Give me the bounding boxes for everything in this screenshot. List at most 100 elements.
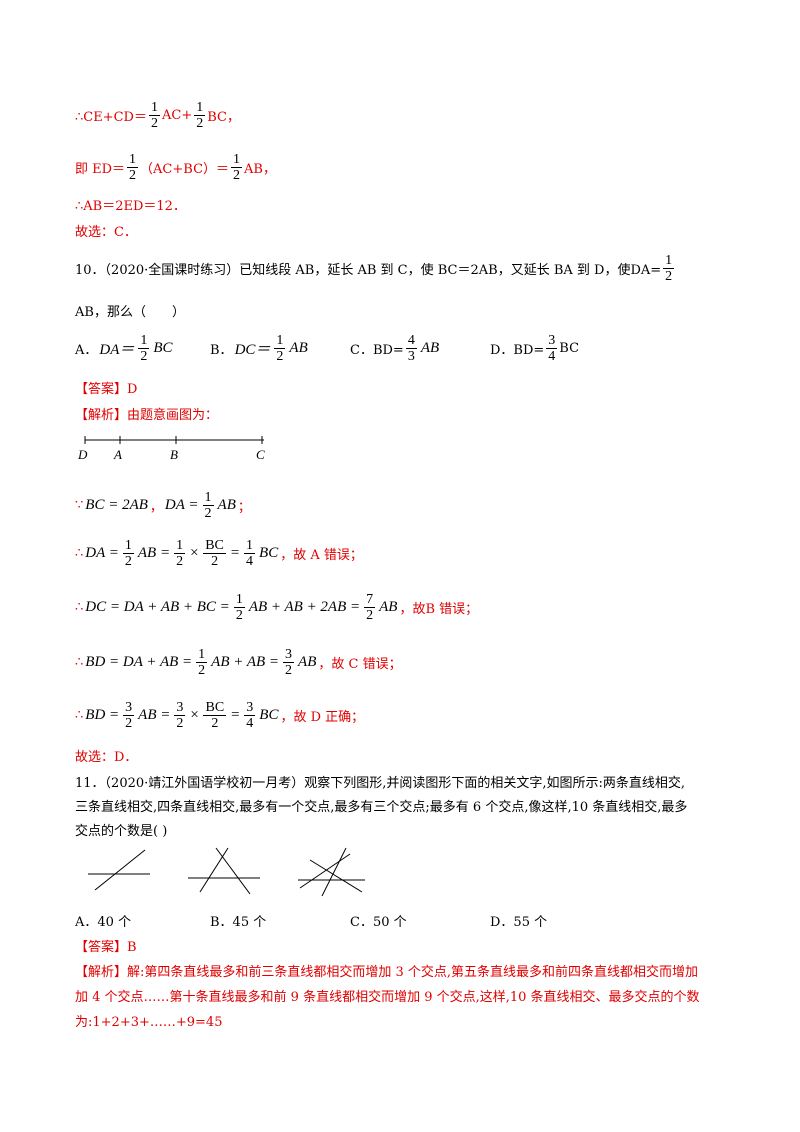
text-line: ∴ BD = DA + AB = 1 2 AB + AB = 3 2 AB ，故 C 错误； xyxy=(75,647,402,678)
math: DA = xyxy=(85,544,119,561)
math: BC xyxy=(259,544,279,561)
math: AB xyxy=(217,496,236,513)
text: 为:1+2+3+……+9=45 xyxy=(75,1014,223,1030)
denominator: 2 xyxy=(129,167,137,183)
fraction: BC 2 xyxy=(203,538,226,569)
denominator: 2 xyxy=(124,553,132,569)
denominator: 2 xyxy=(285,662,293,678)
text-line: 【答案】B xyxy=(75,933,137,957)
numerator: 1 xyxy=(244,537,256,554)
text-line: 即 ED＝ 1 2 （AC+BC）＝ 1 2 AB， xyxy=(75,151,276,183)
math: BC xyxy=(259,706,279,723)
text: AC+ xyxy=(161,107,193,123)
denominator: 2 xyxy=(176,553,184,569)
text-line: 加 4 个交点……第十条直线最多和前 9 条直线都相交而增加 9 个交点,这样,… xyxy=(75,983,700,1007)
text: 【解析】由题意画图为： xyxy=(75,407,219,423)
math: AB xyxy=(289,339,308,356)
text: ，故 A 错误； xyxy=(280,547,363,563)
point-label: A xyxy=(114,447,122,462)
math: BD = xyxy=(85,706,120,723)
numerator: 1 xyxy=(148,99,160,116)
text: ， xyxy=(149,499,163,515)
math: DA = xyxy=(164,496,199,513)
denominator: 2 xyxy=(211,553,219,569)
denominator: 2 xyxy=(198,662,206,678)
numerator: BC xyxy=(203,537,226,554)
numerator: 1 xyxy=(194,99,206,116)
option: C．50 个 xyxy=(350,904,407,936)
math: = xyxy=(230,706,241,723)
numerator: 1 xyxy=(122,537,134,554)
text: ∵ xyxy=(75,497,84,513)
text: 三条直线相交,四条直线相交,最多有一个交点,最多有三个交点;最多有 6 个交点,… xyxy=(75,799,688,815)
text: 【答案】B xyxy=(75,939,137,955)
text: ，故B 错误； xyxy=(399,601,479,617)
text: D．BD= xyxy=(490,342,545,358)
point-label: B xyxy=(170,447,178,462)
text: ，故 D 正确； xyxy=(280,709,365,725)
option: B． DC＝ 1 2 AB xyxy=(210,332,310,364)
fraction: BC 2 xyxy=(203,700,227,731)
text: BC xyxy=(559,340,580,356)
math: × xyxy=(189,706,200,723)
text: 即 ED＝ xyxy=(75,161,126,177)
text: ∴CE+CD＝ xyxy=(75,109,147,125)
math: = xyxy=(229,544,241,561)
math: AB + AB = xyxy=(211,653,280,670)
option: D．BD= 3 4 BC xyxy=(490,332,579,364)
math: × xyxy=(189,544,200,561)
math: AB = xyxy=(137,544,171,561)
text: 故选：C． xyxy=(75,224,137,240)
text-line: ∴CE+CD＝ 1 2 AC+ 1 2 BC， xyxy=(75,99,240,131)
text-line: ∵ BC = 2AB， DA = 1 2 AB； xyxy=(75,489,251,521)
text: ∴ xyxy=(75,599,84,615)
text-line: 交点的个数是( ) xyxy=(75,817,167,841)
math: BC xyxy=(153,339,173,356)
math: DA＝ xyxy=(99,341,135,358)
numerator: 1 xyxy=(231,151,243,168)
denominator: 2 xyxy=(150,115,158,131)
math: AB xyxy=(379,598,398,615)
option: C．BD= 4 3 AB xyxy=(350,332,441,364)
text: 10．（2020·全国课时练习）已知线段 AB，延长 AB 到 C，使 BC＝2… xyxy=(75,262,662,278)
denominator: 2 xyxy=(665,268,673,284)
numerator: 1 xyxy=(202,489,214,506)
text: ∴ xyxy=(75,654,84,670)
text-line: 11．（2020·靖江外国语学校初一月考）观察下列图形,并阅读图形下面的相关文字… xyxy=(75,769,685,793)
text: A．40 个 xyxy=(75,914,132,930)
text: BC， xyxy=(207,109,240,125)
numerator: 1 xyxy=(233,591,245,608)
math: DC＝ xyxy=(234,341,271,358)
math: DC = DA + AB + BC = xyxy=(85,598,230,615)
math: BD = DA + AB = xyxy=(85,653,193,670)
numerator: 1 xyxy=(127,151,139,168)
text-line: ∴ BD = 3 2 AB = 3 2 × BC 2 = 3 4 BC ，故 D 正确； xyxy=(75,699,365,731)
denominator: 2 xyxy=(140,348,148,364)
numerator: 3 xyxy=(244,699,256,716)
text: ∴ xyxy=(75,707,84,723)
option: A． DA＝ 1 2 BC xyxy=(75,332,175,364)
text: C．50 个 xyxy=(350,914,407,930)
math: AB = xyxy=(138,706,171,723)
denominator: 2 xyxy=(235,607,243,623)
denominator: 2 xyxy=(196,115,204,131)
numerator: 7 xyxy=(364,591,376,608)
point-label: C xyxy=(256,447,265,462)
text-line: 【答案】D xyxy=(75,375,137,399)
denominator: 2 xyxy=(233,167,241,183)
